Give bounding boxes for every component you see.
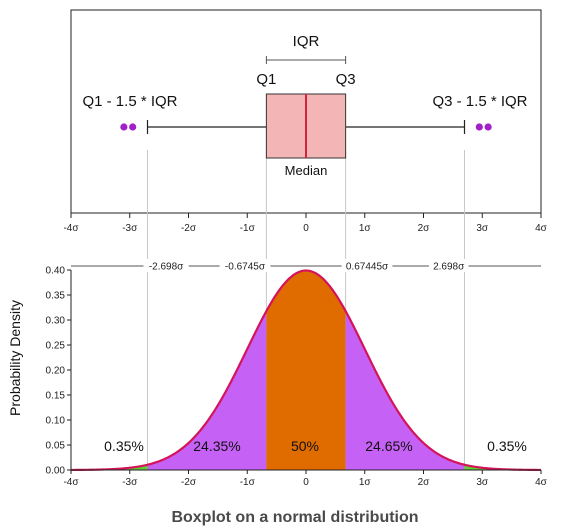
region-percent-label: 50% <box>291 438 319 454</box>
y-tick-label: 0.05 <box>46 441 66 452</box>
boxplot-x-axis: -4σ -3σ -2σ -1σ 0 1σ 2σ 3σ 4σ <box>63 213 548 234</box>
boxplot: IQR Q1 Q3 Q1 - 1.5 * IQR Q3 - 1.5 * IQR … <box>82 33 527 178</box>
top-tick-label: -4σ <box>63 223 79 234</box>
x-tick-label: -3σ <box>122 477 138 488</box>
density-region <box>266 270 346 470</box>
region-percent-label: 24.35% <box>193 438 240 454</box>
top-tick-label: 0 <box>303 223 309 234</box>
boundary-label-bg <box>219 259 271 272</box>
region-percent-label: 24.65% <box>365 438 412 454</box>
y-tick-label: 0.35 <box>46 291 66 302</box>
y-axis-label: Probability Density <box>7 300 23 416</box>
outlier-point <box>129 123 137 131</box>
top-tick-label: -3σ <box>122 223 138 234</box>
q1-label: Q1 <box>256 71 276 88</box>
top-tick-label: 2σ <box>418 223 431 234</box>
x-tick-label: 2σ <box>418 477 431 488</box>
boundary-label: -2.698σ <box>149 262 184 273</box>
density-region <box>345 311 465 470</box>
top-tick-label: -2σ <box>181 223 197 234</box>
density-curve <box>71 269 541 472</box>
top-tick-label: 1σ <box>359 223 372 234</box>
boundary-label: 0.67445σ <box>346 262 389 273</box>
median-label: Median <box>285 163 328 178</box>
y-tick-label: 0.25 <box>46 341 66 352</box>
boundary-label: -0.6745σ <box>225 262 266 273</box>
density-y-ticks: 0.00 0.05 0.10 0.15 0.20 0.25 0.30 0.35 0.40 <box>46 266 71 477</box>
region-labels: 0.35% 24.35% 50% 24.65% 0.35% <box>104 438 527 454</box>
x-tick-label: -1σ <box>240 477 256 488</box>
x-tick-label: 3σ <box>476 477 489 488</box>
top-tick-label: -1σ <box>240 223 256 234</box>
q3-label: Q3 <box>336 71 356 88</box>
upper-fence-label: Q3 - 1.5 * IQR <box>432 93 527 110</box>
outlier-points <box>120 123 492 131</box>
top-tick-label: 3σ <box>476 223 489 234</box>
outlier-point <box>484 123 492 131</box>
x-tick-label: 0 <box>303 477 309 488</box>
outlier-point <box>120 123 128 131</box>
boundary-labels: -2.698σ -0.6745σ 0.67445σ 2.698σ <box>71 259 541 273</box>
boundary-label-bg <box>143 259 189 272</box>
chart-title: Boxplot on a normal distribution <box>171 509 418 526</box>
y-tick-label: 0.40 <box>46 266 66 277</box>
boundary-label: 2.698σ <box>433 262 465 273</box>
y-tick-label: 0.00 <box>46 466 66 477</box>
x-tick-label: -2σ <box>181 477 197 488</box>
y-tick-label: 0.15 <box>46 391 66 402</box>
y-tick-label: 0.10 <box>46 416 66 427</box>
region-percent-label: 0.35% <box>104 438 144 454</box>
iqr-label: IQR <box>293 33 320 50</box>
density-region <box>147 311 267 470</box>
boundary-label-bg <box>341 259 393 272</box>
x-tick-label: -4σ <box>63 477 79 488</box>
x-tick-label: 1σ <box>359 477 372 488</box>
density-chart: 0.00 0.05 0.10 0.15 0.20 0.25 0.30 0.35 0.40 -4σ… <box>7 259 548 488</box>
top-tick-label: 4σ <box>535 223 548 234</box>
x-tick-label: 4σ <box>535 477 548 488</box>
density-x-ticks: -4σ -3σ -2σ -1σ 0 1σ 2σ 3σ 4σ <box>63 470 548 488</box>
region-percent-label: 0.35% <box>487 438 527 454</box>
y-tick-label: 0.30 <box>46 316 66 327</box>
boundary-label-bg <box>428 259 469 272</box>
y-tick-label: 0.20 <box>46 366 66 377</box>
lower-fence-label: Q1 - 1.5 * IQR <box>82 93 177 110</box>
outlier-point <box>475 123 483 131</box>
